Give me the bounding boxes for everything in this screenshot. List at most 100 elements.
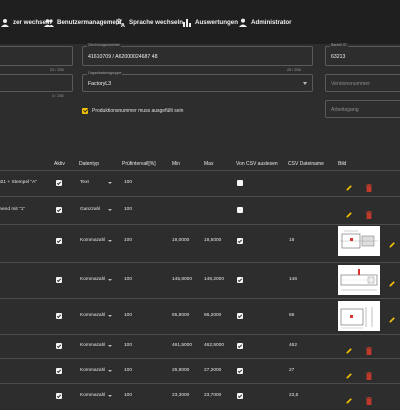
- row-min[interactable]: 461,5000: [172, 343, 193, 348]
- row-max[interactable]: 66,2000: [204, 313, 222, 318]
- header-interval: Prüfintervall[%]: [122, 161, 156, 167]
- edit-icon[interactable]: [388, 236, 396, 248]
- row-interval[interactable]: 100: [124, 368, 133, 373]
- drawing-number-label: Zeichnungsnummer: [87, 43, 121, 47]
- row-min[interactable]: 65,8000: [172, 313, 190, 318]
- row-max[interactable]: 146,2000: [204, 277, 225, 282]
- chevron-down-icon[interactable]: [108, 315, 112, 317]
- row-datatype[interactable]: Ganzzahl: [80, 207, 101, 212]
- chevron-down-icon[interactable]: [108, 182, 112, 184]
- row-datatype[interactable]: Kommazahl: [80, 277, 106, 282]
- row-interval[interactable]: 100: [124, 343, 133, 348]
- svg-text:文: 文: [116, 18, 123, 26]
- edit-icon[interactable]: [388, 311, 396, 323]
- csv-checkbox[interactable]: [237, 277, 243, 283]
- nav-user-management[interactable]: Benutzermanagement: [44, 15, 122, 29]
- row-interval[interactable]: 100: [124, 277, 133, 282]
- delete-icon[interactable]: [366, 206, 372, 219]
- delete-icon[interactable]: [366, 392, 372, 405]
- row-datatype[interactable]: Kommazahl: [80, 313, 106, 318]
- row-interval[interactable]: 100: [124, 238, 133, 243]
- row-divider: [0, 262, 400, 263]
- row-interval[interactable]: 100: [124, 393, 133, 398]
- aktiv-checkbox[interactable]: [56, 393, 62, 399]
- header-max: Max: [204, 161, 214, 167]
- row-max[interactable]: 18,5000: [204, 238, 222, 243]
- version-placeholder: Versionsnummer: [331, 81, 370, 87]
- row-max[interactable]: 27,2000: [204, 368, 222, 373]
- chevron-down-icon[interactable]: [108, 370, 112, 372]
- row-min[interactable]: 26,8000: [172, 368, 190, 373]
- version-field[interactable]: Versionsnummer: [325, 74, 400, 92]
- row-max[interactable]: 462,5000: [204, 343, 225, 348]
- left-field-1[interactable]: [0, 46, 73, 66]
- row-csvname[interactable]: 66: [289, 313, 295, 318]
- edit-icon[interactable]: [345, 206, 353, 218]
- row-max[interactable]: 23,7000: [204, 393, 222, 398]
- organisation-group-select[interactable]: Organisationsgruppe FactoryL3: [82, 71, 313, 92]
- edit-icon[interactable]: [388, 275, 396, 287]
- edit-icon[interactable]: [345, 392, 353, 404]
- edit-icon[interactable]: [345, 179, 353, 191]
- csv-checkbox[interactable]: [237, 368, 243, 374]
- chevron-down-icon[interactable]: [108, 395, 112, 397]
- arbeitsgang-field[interactable]: Arbeitsgang: [325, 100, 400, 118]
- row-csvname[interactable]: 18: [289, 238, 295, 243]
- row-datatype[interactable]: Kommazahl: [80, 393, 106, 398]
- row-interval[interactable]: 100: [124, 180, 133, 185]
- nav-label: Benutzermanagement: [57, 18, 122, 26]
- chevron-down-icon[interactable]: [108, 345, 112, 347]
- header-csvname: CSV Dateiname: [288, 161, 324, 167]
- person-icon: [238, 18, 248, 27]
- row-min[interactable]: 23,3000: [172, 393, 190, 398]
- row-min[interactable]: 18,0000: [172, 238, 190, 243]
- chevron-down-icon[interactable]: [108, 279, 112, 281]
- row-min[interactable]: 145,8000: [172, 277, 193, 282]
- delete-icon[interactable]: [366, 179, 372, 192]
- delete-icon[interactable]: [366, 342, 372, 355]
- row-datatype[interactable]: Kommazahl: [80, 238, 106, 243]
- image-thumbnail[interactable]: [338, 226, 380, 256]
- nav-admin[interactable]: Administrator: [238, 15, 292, 29]
- header-datentyp: Datentyp: [79, 161, 100, 167]
- row-datatype[interactable]: Kommazahl: [80, 368, 106, 373]
- chevron-down-icon[interactable]: [108, 209, 112, 211]
- delete-icon[interactable]: [366, 367, 372, 380]
- aktiv-checkbox[interactable]: [56, 207, 62, 213]
- arbeitsgang-placeholder: Arbeitsgang: [331, 107, 359, 113]
- csv-checkbox[interactable]: [237, 393, 243, 399]
- aktiv-checkbox[interactable]: [56, 238, 62, 244]
- edit-icon[interactable]: [345, 367, 353, 379]
- csv-checkbox[interactable]: [237, 238, 243, 244]
- row-interval[interactable]: 100: [124, 313, 133, 318]
- aktiv-checkbox[interactable]: [56, 277, 62, 283]
- bauteil-id-field[interactable]: Bauteil ID 63213: [325, 43, 400, 66]
- csv-checkbox[interactable]: [237, 313, 243, 319]
- nav-reports[interactable]: Auswertungen: [182, 15, 238, 29]
- row-csvname[interactable]: 462: [289, 343, 298, 348]
- csv-checkbox[interactable]: [237, 343, 243, 349]
- image-thumbnail[interactable]: [338, 301, 380, 331]
- chevron-down-icon[interactable]: [108, 240, 112, 242]
- row-csvname[interactable]: 27: [289, 368, 295, 373]
- user-swap-icon: [0, 18, 10, 27]
- image-thumbnail[interactable]: [338, 265, 380, 295]
- nav-user-switch[interactable]: zer wechseln: [0, 15, 52, 29]
- row-datatype[interactable]: Text: [80, 180, 89, 185]
- aktiv-checkbox[interactable]: [56, 368, 62, 374]
- left-field-2[interactable]: [0, 74, 73, 92]
- row-interval[interactable]: 100: [124, 207, 133, 212]
- edit-icon[interactable]: [345, 342, 353, 354]
- production-number-required-row[interactable]: Produktionsnummer muss ausgefüllt sein: [82, 108, 183, 114]
- aktiv-checkbox[interactable]: [56, 180, 62, 186]
- production-number-checkbox[interactable]: [82, 108, 88, 114]
- row-datatype[interactable]: Kommazahl: [80, 343, 106, 348]
- aktiv-checkbox[interactable]: [56, 313, 62, 319]
- row-csvname[interactable]: 146: [289, 277, 298, 282]
- csv-checkbox[interactable]: [237, 180, 243, 186]
- drawing-number-field[interactable]: Zeichnungsnummer 41610709 / A62000024687…: [82, 43, 313, 66]
- aktiv-checkbox[interactable]: [56, 343, 62, 349]
- csv-checkbox[interactable]: [237, 207, 243, 213]
- row-csvname[interactable]: 23,5: [289, 393, 299, 398]
